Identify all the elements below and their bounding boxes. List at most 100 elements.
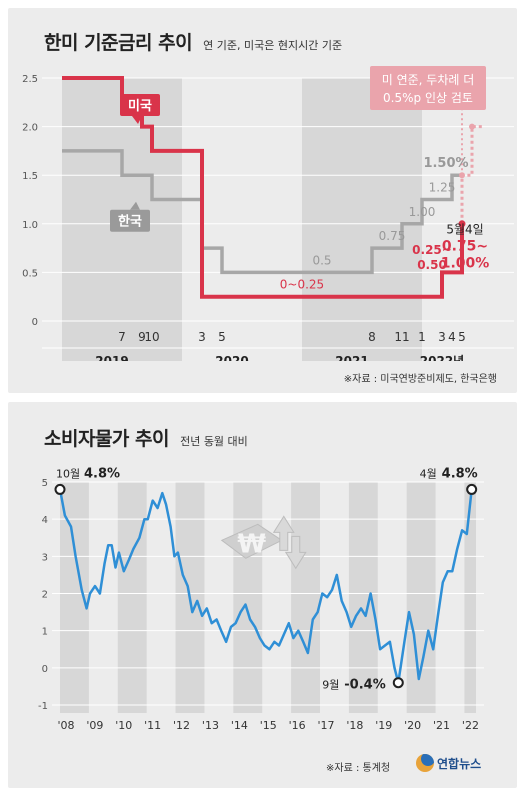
- interest-rate-panel: 한미 기준금리 추이 연 기준, 미국은 현지시간 기준 0 0.5 1.0 1.5 2…: [8, 8, 517, 393]
- us-may-date: 5월4일: [446, 223, 483, 237]
- korea-rate-label: 1.25: [429, 181, 456, 195]
- us-rate-label: 0.50: [417, 258, 447, 272]
- won-sign-glyph: ₩: [237, 529, 266, 559]
- cpi-title-row: 소비자물가 추이 전년 동월 대비: [44, 424, 248, 451]
- y-tick-label: 2: [42, 590, 48, 601]
- cpi-line: [58, 489, 473, 684]
- projection-note-box: [370, 66, 486, 110]
- y-tick-label: 1: [42, 627, 48, 638]
- y-tick-label: 3: [42, 552, 48, 563]
- us-rate-label: 0~0.25: [280, 278, 324, 292]
- korea-label-box: [110, 209, 150, 232]
- x-tick-label: '13: [202, 719, 219, 732]
- y-tick-label: 2.5: [22, 74, 38, 85]
- x-tick-label: '10: [115, 719, 132, 732]
- projection-note-line1: 미 연준, 두차례 더: [382, 73, 475, 87]
- x-tick-label: 10: [144, 330, 159, 344]
- up-arrow-icon: [272, 515, 295, 551]
- y-tick-label: 0: [32, 317, 38, 328]
- year-band: [291, 482, 320, 713]
- y-tick-label: 1.5: [22, 171, 38, 182]
- korea-label-pointer: [130, 201, 140, 210]
- us-may-rate: 0.75~: [442, 239, 488, 255]
- cpi-min-marker: [392, 677, 404, 689]
- cpi-start-value: 4.8%: [84, 466, 120, 481]
- year-label: 2022년: [420, 354, 464, 361]
- x-tick-label: '09: [86, 719, 103, 732]
- year-band: [233, 482, 263, 713]
- cpi-chart: -1 0 1 2 3 4 5 '08 '09 '10 '11 '12 '13 '14 '15 '16 '17 '1…: [38, 466, 484, 732]
- korea-rate-label: 1.00: [409, 205, 436, 219]
- year-label: 2020: [215, 354, 248, 361]
- cpi-end-value: 4.8%: [442, 466, 478, 481]
- x-tick-label: 9: [138, 330, 146, 344]
- x-tick-label: 11: [394, 330, 409, 344]
- us-projection-marker: [469, 123, 475, 130]
- y-tick-label: 0.5: [22, 268, 38, 279]
- yonhap-logo-icon: [416, 754, 434, 772]
- y-tick-label: 5: [42, 478, 48, 489]
- y-tick-label: 0: [42, 664, 48, 675]
- x-tick-label: '16: [289, 719, 306, 732]
- year-band: [464, 482, 476, 713]
- interest-rate-subtitle: 연 기준, 미국은 현지시간 기준: [203, 39, 343, 52]
- korea-label: 한국: [118, 214, 142, 230]
- x-tick-label: 1: [418, 330, 426, 344]
- yonhap-logo-text: 연합뉴스: [437, 756, 482, 771]
- x-tick-label: '20: [404, 719, 421, 732]
- yonhap-logo: 연합뉴스: [416, 754, 481, 772]
- year-label: 2019: [95, 354, 128, 361]
- cpi-source: ※자료 : 통계청: [326, 763, 391, 774]
- year-band: [117, 482, 147, 713]
- us-projection-line: [460, 125, 482, 224]
- us-label-pointer: [132, 116, 142, 125]
- us-may-rate: 1.00%: [441, 256, 490, 272]
- x-tick-label: 4: [448, 330, 456, 344]
- x-tick-label: 5: [218, 330, 226, 344]
- us-label: 미국: [128, 98, 152, 114]
- cpi-min-value: -0.4%: [344, 678, 385, 693]
- cpi-min-month: 9월: [322, 679, 339, 692]
- year-band: [348, 482, 378, 713]
- cpi-end-marker: [466, 483, 478, 495]
- x-tick-label: '21: [433, 719, 450, 732]
- korea-rate-line: [62, 149, 462, 275]
- x-tick-label: '15: [260, 719, 277, 732]
- y-tick-label: -1: [38, 701, 48, 712]
- interest-rate-source: ※자료 : 미국연방준비제도, 한국은행: [343, 374, 497, 385]
- projection-note-line2: 0.5%p 인상 검토: [383, 91, 473, 105]
- cpi-end-month: 4월: [420, 467, 437, 480]
- us-label-box: [120, 94, 160, 117]
- cpi-start-marker: [54, 483, 66, 495]
- interest-rate-title: 한미 기준금리 추이: [44, 32, 193, 54]
- korea-rate-label: 0.5: [312, 253, 331, 267]
- x-tick-label: '12: [173, 719, 190, 732]
- x-tick-label: '08: [57, 719, 74, 732]
- year-band-1: [302, 78, 422, 361]
- interest-rate-title-row: 한미 기준금리 추이 연 기준, 미국은 현지시간 기준: [44, 28, 342, 55]
- cpi-start-month: 10월: [56, 467, 80, 480]
- x-tick-label: '14: [231, 719, 248, 732]
- korea-rate-label: 0.75: [379, 229, 406, 243]
- x-tick-label: '19: [375, 719, 392, 732]
- x-tick-label: 3: [438, 330, 446, 344]
- year-label: 2021: [335, 354, 368, 361]
- cpi-subtitle: 전년 동월 대비: [180, 435, 248, 448]
- x-tick-label: '18: [346, 719, 363, 732]
- x-tick-label: '22: [462, 719, 479, 732]
- x-tick-label: 8: [368, 330, 376, 344]
- y-tick-label: 2.0: [22, 123, 38, 134]
- x-tick-label: 7: [118, 330, 126, 344]
- cpi-title: 소비자물가 추이: [44, 428, 169, 450]
- x-tick-label: '11: [144, 719, 161, 732]
- y-tick-label: 4: [42, 515, 48, 526]
- x-tick-label: '17: [317, 719, 334, 732]
- korea-rate-label: 1.50%: [423, 156, 468, 171]
- us-rate-label: 0.25~: [412, 243, 452, 257]
- us-may-marker: [458, 220, 466, 228]
- down-arrow-icon: [284, 535, 307, 570]
- y-tick-label: 1.0: [22, 220, 38, 231]
- x-tick-label: 3: [198, 330, 206, 344]
- cpi-panel: 소비자물가 추이 전년 동월 대비 -1 0 1 2 3 4 5 '08 '09 '10 '11 '1…: [8, 402, 517, 788]
